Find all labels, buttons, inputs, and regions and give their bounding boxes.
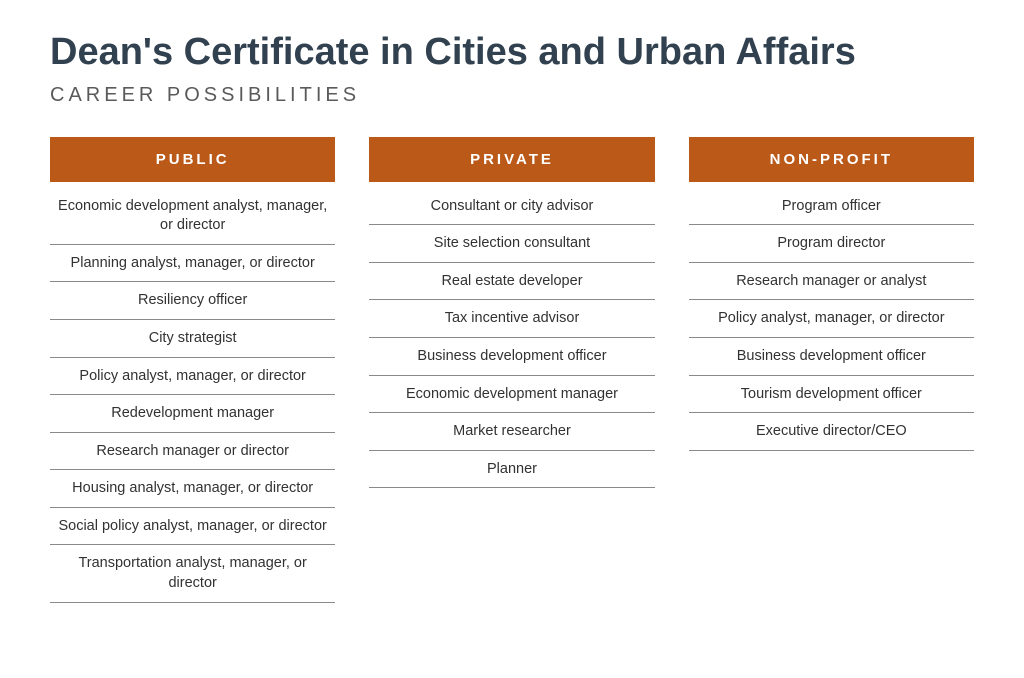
list-item: Transportation analyst, manager, or dire… (50, 545, 335, 602)
list-item: Social policy analyst, manager, or direc… (50, 508, 335, 546)
list-item: Site selection consultant (369, 225, 654, 263)
page-subtitle: CAREER POSSIBILITIES (50, 84, 974, 107)
page-root: Dean's Certificate in Cities and Urban A… (0, 0, 1024, 603)
column-body-public: Economic development analyst, manager, o… (50, 182, 335, 603)
list-item: Policy analyst, manager, or director (50, 358, 335, 396)
list-item: Tourism development officer (689, 376, 974, 414)
column-header-private: PRIVATE (369, 137, 654, 182)
list-item: Policy analyst, manager, or director (689, 300, 974, 338)
list-item: Planning analyst, manager, or director (50, 245, 335, 283)
list-item: Redevelopment manager (50, 395, 335, 433)
list-item: Program officer (689, 188, 974, 226)
columns-container: PUBLIC Economic development analyst, man… (50, 137, 974, 603)
list-item: Economic development manager (369, 376, 654, 414)
list-item: Executive director/CEO (689, 413, 974, 451)
list-item: City strategist (50, 320, 335, 358)
list-item: Research manager or analyst (689, 263, 974, 301)
list-item: Business development officer (689, 338, 974, 376)
list-item: Planner (369, 451, 654, 489)
page-title: Dean's Certificate in Cities and Urban A… (50, 32, 974, 74)
list-item: Real estate developer (369, 263, 654, 301)
list-item: Tax incentive advisor (369, 300, 654, 338)
list-item: Program director (689, 225, 974, 263)
list-item: Research manager or director (50, 433, 335, 471)
list-item: Consultant or city advisor (369, 188, 654, 226)
list-item: Economic development analyst, manager, o… (50, 188, 335, 245)
column-body-nonprofit: Program officer Program director Researc… (689, 182, 974, 451)
list-item: Housing analyst, manager, or director (50, 470, 335, 508)
list-item: Resiliency officer (50, 282, 335, 320)
list-item: Market researcher (369, 413, 654, 451)
column-nonprofit: NON-PROFIT Program officer Program direc… (689, 137, 974, 451)
column-body-private: Consultant or city advisor Site selectio… (369, 182, 654, 489)
column-private: PRIVATE Consultant or city advisor Site … (369, 137, 654, 489)
column-header-public: PUBLIC (50, 137, 335, 182)
column-header-nonprofit: NON-PROFIT (689, 137, 974, 182)
list-item: Business development officer (369, 338, 654, 376)
column-public: PUBLIC Economic development analyst, man… (50, 137, 335, 603)
